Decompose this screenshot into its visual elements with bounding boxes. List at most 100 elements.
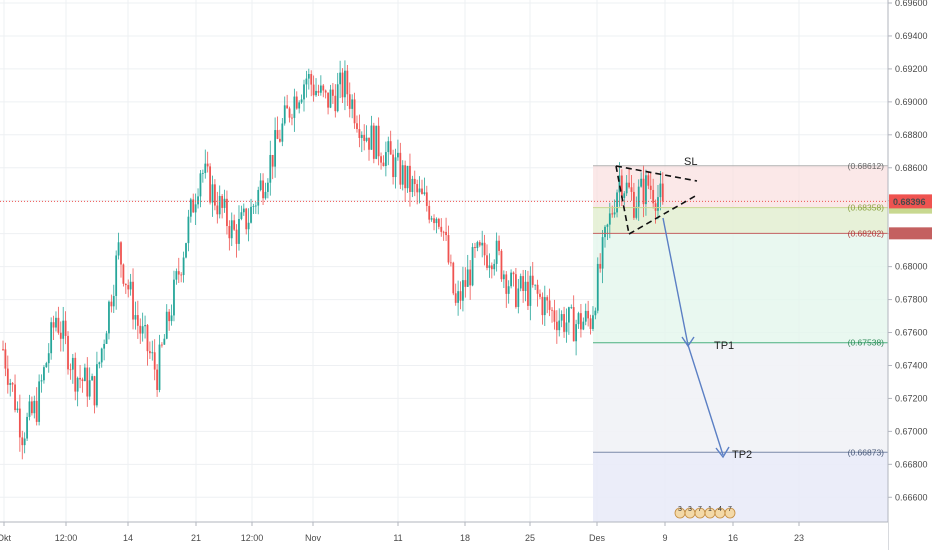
candle-body: [618, 175, 621, 193]
candle-body: [182, 257, 185, 276]
candle-body: [100, 348, 103, 363]
candle-body: [38, 381, 41, 422]
candle-body: [652, 189, 655, 204]
candle-body: [254, 205, 257, 207]
candle-body: [560, 314, 563, 321]
price-tick-label: 0.67200: [895, 393, 928, 403]
candle-body: [452, 262, 455, 294]
candle-body: [565, 322, 568, 332]
time-axis[interactable]: Okt 12:00 14 21 12:00 Nov 11 18 25 Des 9 16 23: [0, 521, 888, 550]
candle-body: [245, 208, 248, 230]
candle-body: [281, 123, 284, 142]
time-tick-label: Okt: [0, 533, 11, 543]
candle-body: [546, 297, 549, 301]
candle-body: [599, 263, 602, 269]
candle-body: [394, 157, 397, 178]
candle-body: [201, 172, 204, 174]
candle-body: [21, 437, 24, 446]
candle-body: [209, 166, 211, 203]
candle-body: [341, 72, 344, 98]
candle-body: [587, 310, 590, 319]
candle-body: [435, 218, 438, 224]
candle-body: [433, 218, 435, 224]
candle-body: [409, 165, 411, 192]
event-flag-count: 7: [728, 506, 732, 513]
candle-body: [11, 383, 14, 385]
candle-body: [117, 242, 120, 256]
candle-body: [310, 73, 313, 85]
candle-body: [507, 286, 510, 294]
candle-body: [628, 182, 630, 188]
candle-body: [604, 226, 606, 238]
candle-body: [360, 134, 363, 138]
candle-body: [575, 324, 578, 342]
stop-zone: [593, 165, 888, 208]
candle-body: [59, 332, 62, 339]
candle-body: [635, 206, 638, 218]
candle-body: [519, 276, 522, 289]
stop-level-label: (0.68202): [848, 228, 885, 238]
candle-body: [291, 117, 293, 119]
candle-body: [199, 173, 202, 197]
candle-body: [127, 285, 130, 290]
candle-body: [462, 280, 464, 301]
candle-body: [613, 212, 616, 215]
candle-body: [401, 165, 404, 185]
candle-body: [382, 162, 385, 167]
candle-body: [250, 206, 252, 223]
candle-body: [158, 344, 161, 390]
candle-body: [216, 205, 219, 215]
candle-body: [397, 152, 399, 158]
extension-zone: [593, 452, 888, 522]
candle-body: [625, 182, 628, 194]
candle-body: [165, 311, 168, 339]
candle-body: [454, 293, 457, 303]
candle-body: [28, 401, 31, 417]
candle-body: [527, 281, 529, 306]
candle-body: [16, 408, 19, 411]
candle-body: [331, 89, 334, 96]
candle-body: [105, 333, 108, 344]
candle-body: [536, 284, 539, 294]
candle-body: [93, 376, 96, 406]
candle-body: [469, 269, 472, 286]
price-tick-label: 0.68800: [895, 130, 928, 140]
price-axis[interactable]: 0.69600 0.69400 0.69200 0.69000 0.68800 0.686…: [887, 0, 932, 550]
tp1-label: TP1: [714, 340, 734, 352]
candle-body: [319, 85, 322, 93]
candle-body: [476, 242, 479, 249]
arrowhead-tp1: [681, 336, 695, 348]
candle-body: [264, 191, 267, 199]
time-tick-label: 18: [460, 533, 470, 543]
candle-body: [122, 264, 125, 284]
time-tick-label: 12:00: [241, 533, 264, 543]
candle-body: [4, 349, 7, 369]
candle-body: [192, 199, 195, 213]
time-tick-label: 14: [123, 533, 133, 543]
candle-body: [14, 384, 16, 411]
candle-body: [112, 295, 115, 307]
candle-body: [517, 288, 520, 307]
candle-body: [288, 108, 291, 118]
candle-body: [334, 95, 337, 112]
price-tick-label: 0.66600: [895, 492, 928, 502]
candle-body: [110, 301, 113, 307]
candle-body: [214, 184, 216, 206]
candle-body: [659, 183, 662, 198]
candle-body: [6, 368, 9, 385]
candle-body: [317, 90, 320, 93]
candle-body: [339, 72, 342, 85]
candle-body: [387, 141, 390, 153]
time-tick-label: 9: [662, 533, 667, 543]
candle-body: [592, 315, 594, 329]
candle-body: [240, 212, 243, 219]
candle-body: [380, 156, 382, 163]
price-tick-label: 0.67400: [895, 360, 928, 370]
candle-body: [346, 70, 349, 95]
candle-body: [632, 191, 635, 218]
candle-body: [146, 325, 149, 352]
event-flag-count: 4: [718, 506, 722, 513]
